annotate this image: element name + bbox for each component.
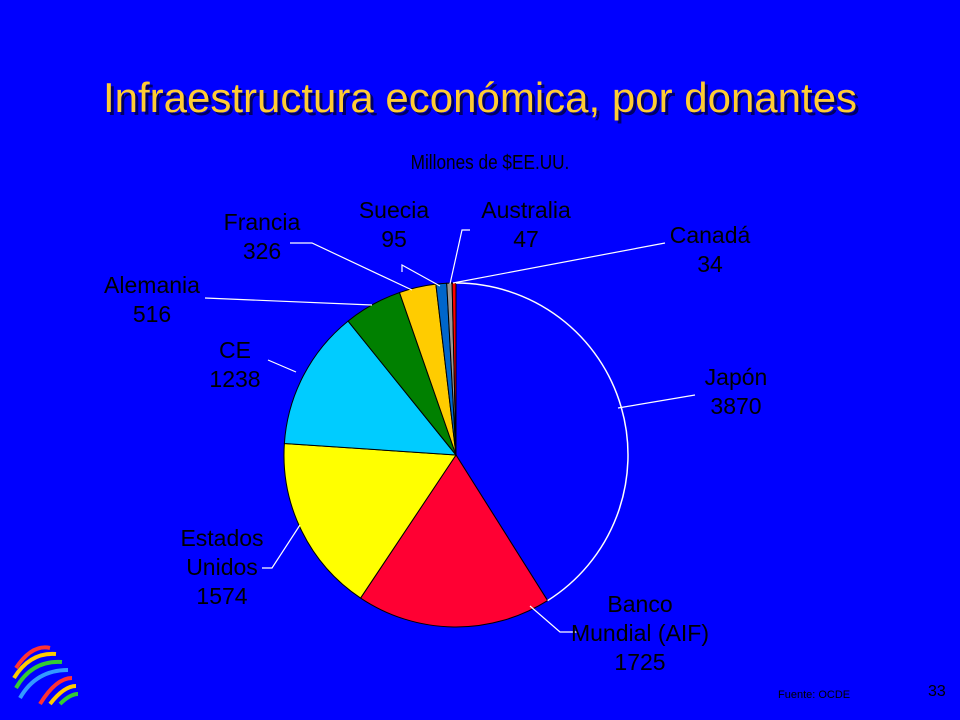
leader-line-1 <box>617 394 696 409</box>
slide-title: Infraestructura económica, por donantes <box>102 74 858 121</box>
pie-slice-3 <box>283 442 457 599</box>
pie-slice-4 <box>283 320 458 456</box>
wto-logo-icon <box>12 645 79 706</box>
leader-line-3 <box>262 524 301 569</box>
slice-label-3: Estados Unidos 1574 <box>180 525 263 609</box>
slice-label-6: Francia 326 <box>224 209 301 264</box>
chart-subtitle: Millones de $EE.UU. <box>410 152 570 174</box>
leader-line-4 <box>267 359 297 373</box>
slice-label-8: Australia 47 <box>481 197 571 252</box>
leader-line-6 <box>290 242 413 291</box>
leader-line-8 <box>449 229 470 285</box>
leader-line-9 <box>452 242 666 284</box>
slice-label-5: Alemania 516 <box>104 272 200 327</box>
leader-line-7 <box>401 263 441 287</box>
pie-slice-2 <box>359 454 549 628</box>
leader-line-2 <box>529 605 578 633</box>
source-note: Fuente: OCDE <box>778 689 851 701</box>
slice-label-4: CE 1238 <box>209 337 260 392</box>
slice-label-1: Japón 3870 <box>705 364 768 419</box>
slice-label-2: Banco Mundial (AIF) 1725 <box>571 591 709 675</box>
slice-label-9: Canadá 34 <box>670 222 751 277</box>
leader-line-5 <box>204 297 373 306</box>
slide-number: 33 <box>928 683 946 700</box>
slice-label-7: Suecia 95 <box>359 197 430 252</box>
